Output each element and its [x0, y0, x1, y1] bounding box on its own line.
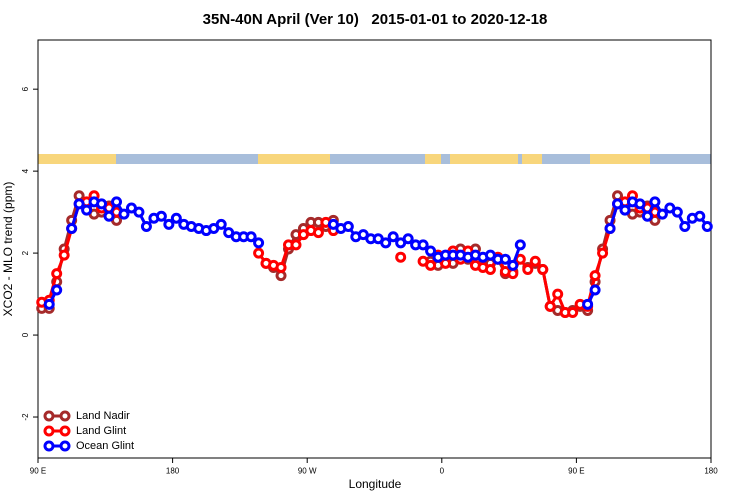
data-point [51, 268, 63, 280]
data-point [253, 247, 265, 259]
data-point [619, 204, 631, 216]
data-point [597, 247, 609, 259]
data-point [43, 298, 55, 310]
data-point [499, 253, 511, 265]
data-point [589, 270, 601, 282]
legend-item: Land Glint [43, 425, 126, 437]
data-point [425, 259, 437, 271]
data-point [612, 198, 624, 210]
data-point [51, 284, 63, 296]
plot-frame [37, 39, 712, 459]
data-point [417, 239, 429, 251]
legend-item: Land Nadir [43, 410, 130, 422]
data-point [253, 237, 265, 249]
y-tick-label: 2 [21, 250, 30, 255]
data-point [694, 210, 706, 222]
data-point [582, 298, 594, 310]
data-point [245, 231, 257, 243]
legend-marker [59, 440, 71, 452]
data-point [155, 210, 167, 222]
data-point [81, 204, 93, 216]
data-point [402, 233, 414, 245]
legend-marker [43, 440, 55, 452]
data-point [425, 245, 437, 257]
land-band [425, 154, 441, 164]
data-point [589, 284, 601, 296]
data-point [58, 249, 70, 261]
data-point [290, 239, 302, 251]
x-tick-label: 0 [440, 467, 445, 476]
data-point [641, 210, 653, 222]
data-point [522, 263, 534, 275]
land-band [590, 154, 650, 164]
data-point [634, 198, 646, 210]
data-point [215, 218, 227, 230]
data-point [567, 307, 579, 319]
data-point [679, 220, 691, 232]
x-tick-label: 180 [166, 467, 180, 476]
data-point [604, 223, 616, 235]
x-tick-label: 180 [704, 467, 718, 476]
data-point [484, 263, 496, 275]
land-mask-strip [38, 154, 711, 164]
data-point [73, 198, 85, 210]
ocean-band [38, 154, 711, 164]
data-point [312, 227, 324, 239]
data-point [514, 239, 526, 251]
land-band [38, 154, 116, 164]
data-point [170, 212, 182, 224]
legend-marker [43, 410, 55, 422]
x-tick-label: 90 E [568, 467, 584, 476]
x-axis-label: Longitude [349, 477, 402, 491]
data-point [133, 206, 145, 218]
data-point [544, 300, 556, 312]
data-point [380, 237, 392, 249]
data-point [163, 218, 175, 230]
data-point [552, 288, 564, 300]
data-point [671, 206, 683, 218]
land-band [450, 154, 518, 164]
data-point [507, 259, 519, 271]
data-point [649, 196, 661, 208]
data-point [140, 220, 152, 232]
x-tick-label: 90 W [298, 467, 317, 476]
legend-label: Ocean Glint [76, 440, 134, 452]
legend-item: Ocean Glint [43, 440, 134, 452]
legend-label: Land Glint [76, 425, 126, 437]
data-point [656, 208, 668, 220]
data-point [395, 251, 407, 263]
data-point [342, 220, 354, 232]
y-tick-label: 6 [21, 86, 30, 91]
legend-marker [59, 425, 71, 437]
data-point [111, 196, 123, 208]
legend-marker [43, 425, 55, 437]
data-point [103, 210, 115, 222]
data-point [387, 231, 399, 243]
y-tick-label: 4 [21, 168, 30, 173]
y-tick-label: -2 [21, 413, 30, 421]
data-point [96, 198, 108, 210]
y-tick-label: 0 [21, 332, 30, 337]
land-band [258, 154, 330, 164]
data-point [529, 255, 541, 267]
data-point [275, 261, 287, 273]
legend-marker [59, 410, 71, 422]
land-band [522, 154, 542, 164]
y-axis-label: XCO2 - MLO trend (ppm) [1, 182, 15, 317]
data-point [66, 223, 78, 235]
chart-title: 35N-40N April (Ver 10) 2015-01-01 to 202… [203, 11, 548, 28]
data-point [701, 220, 713, 232]
legend-label: Land Nadir [76, 410, 130, 422]
x-tick-label: 90 E [30, 467, 46, 476]
data-point [118, 208, 130, 220]
data-point [537, 263, 549, 275]
